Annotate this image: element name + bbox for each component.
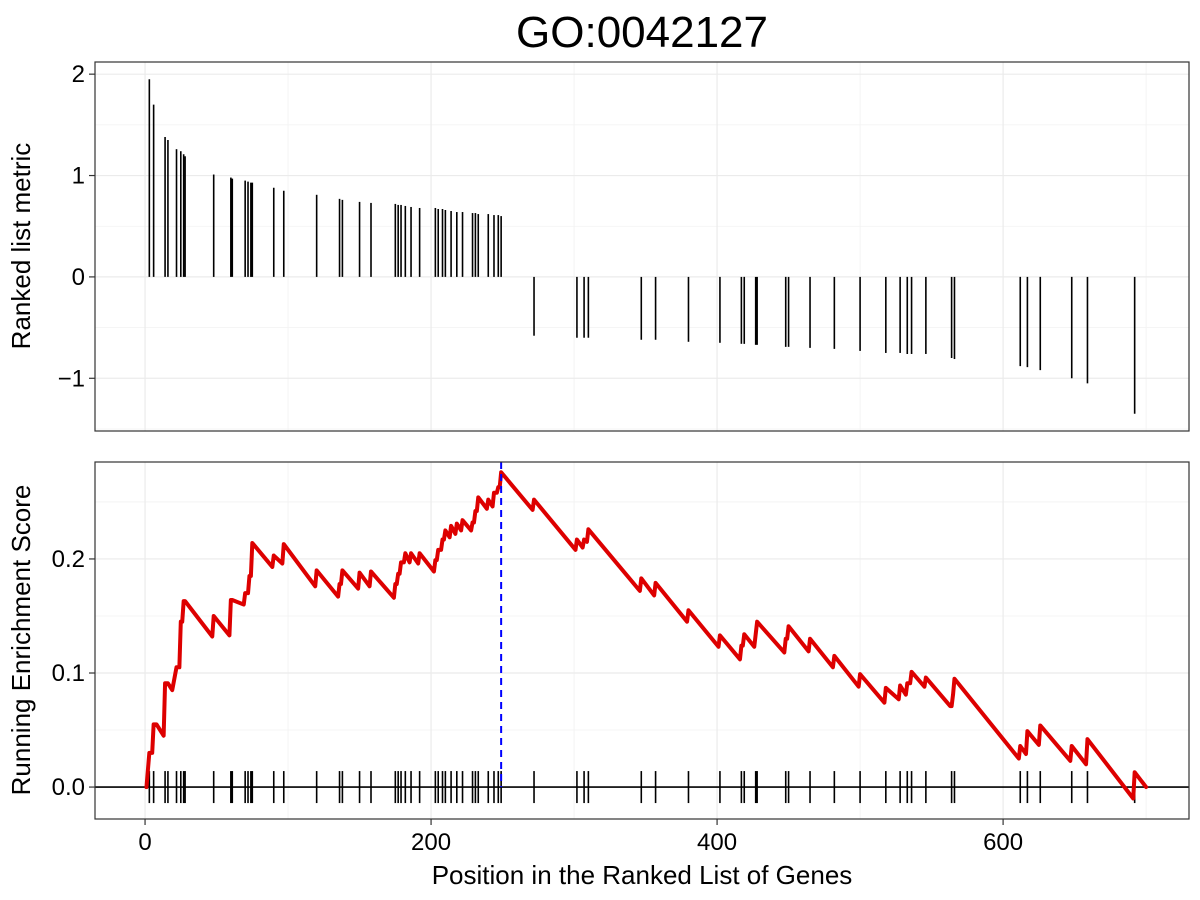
enrichment-score-panel-border — [94, 461, 1190, 820]
y-tick-label: 0.1 — [52, 660, 85, 687]
x-tick-label: 200 — [411, 829, 451, 856]
x-tick-label: 0 — [138, 829, 151, 856]
ranked-metric-panel-background — [95, 62, 1189, 431]
enrichment-score-panel: 0.0 0.1 0.2 0 200 400 600 Running Enrichment … — [6, 461, 1190, 890]
x-axis: 0 200 400 600 — [138, 819, 1023, 856]
y-tick-label: 0 — [72, 264, 85, 291]
y-tick-label: 0.2 — [52, 546, 85, 573]
x-tick-label: 400 — [697, 829, 737, 856]
ranked-metric-bars — [148, 79, 1136, 414]
x-tick-label: 600 — [983, 829, 1023, 856]
enrichment-score-y-axis: 0.0 0.1 0.2 — [52, 546, 95, 801]
enrichment-score-content — [95, 462, 1189, 804]
x-axis-title: Position in the Ranked List of Genes — [432, 860, 853, 890]
ranked-metric-y-axis: −1 0 1 2 — [58, 61, 95, 392]
enrichment-score-panel-background — [95, 462, 1189, 819]
y-tick-label: 0.0 — [52, 774, 85, 801]
y-tick-label: −1 — [58, 365, 85, 392]
ranked-metric-panel: −1 0 1 2 Ranked list metric — [6, 61, 1190, 432]
running-es-line — [144, 470, 1149, 801]
y-tick-label: 1 — [72, 163, 85, 190]
chart-title: GO:0042127 — [516, 8, 768, 57]
ranked-metric-y-axis-title: Ranked list metric — [6, 143, 36, 350]
enrichment-score-y-axis-title: Running Enrichment Score — [6, 485, 36, 796]
y-tick-label: 2 — [72, 61, 85, 88]
ranked-metric-panel-border — [94, 61, 1190, 432]
